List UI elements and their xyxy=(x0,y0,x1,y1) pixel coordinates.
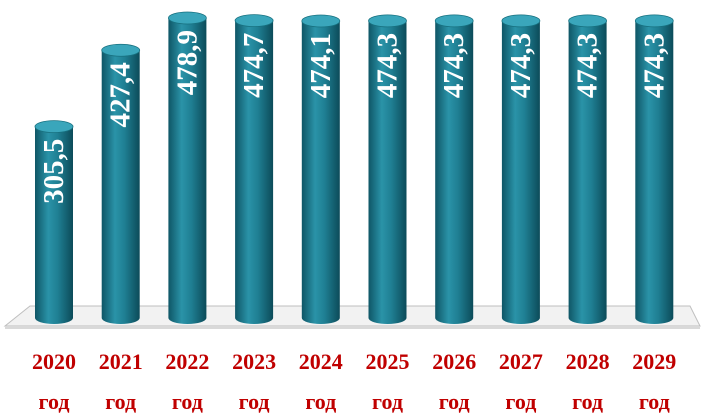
x-tick-label: 2027 год xyxy=(499,349,543,414)
bar xyxy=(434,14,474,325)
bar-body xyxy=(235,20,274,324)
bar xyxy=(301,14,341,324)
value-label: 305,5 xyxy=(38,139,70,204)
x-tick-label: 2024 год xyxy=(299,349,343,414)
x-tick-label: 2020 год xyxy=(32,349,76,414)
bar xyxy=(34,120,74,324)
bar-top xyxy=(234,14,274,28)
bar-top xyxy=(301,14,341,28)
value-label: 478,9 xyxy=(171,30,203,95)
value-label: 474,1 xyxy=(305,33,337,98)
bar xyxy=(634,14,674,325)
x-tick-label: 2026 год xyxy=(432,349,476,414)
bar-body xyxy=(101,50,140,324)
x-tick-label: 2029 год xyxy=(632,349,676,414)
bar-body xyxy=(301,21,340,324)
bar-top xyxy=(368,14,407,28)
bar xyxy=(167,11,207,324)
value-label: 427,4 xyxy=(105,62,137,127)
value-label: 474,3 xyxy=(372,33,404,98)
value-label: 474,7 xyxy=(238,33,270,98)
bar-top xyxy=(34,120,74,134)
bar xyxy=(501,14,541,325)
bar-body xyxy=(368,20,407,325)
bar xyxy=(234,14,274,324)
x-tick-label: 2023 год xyxy=(232,349,276,414)
x-tick-label: 2022 год xyxy=(165,349,209,414)
bar-body xyxy=(501,20,540,325)
x-tick-label: 2021 год xyxy=(99,349,143,414)
value-label: 474,3 xyxy=(438,33,470,98)
value-label: 474,3 xyxy=(505,33,537,98)
floor-edge xyxy=(5,326,700,329)
bar xyxy=(568,14,607,325)
x-tick-label: 2025 год xyxy=(366,349,410,414)
bar-top xyxy=(434,14,474,28)
bar xyxy=(368,14,407,325)
value-label: 474,3 xyxy=(572,33,604,98)
bar-body xyxy=(635,20,674,325)
bar-top xyxy=(634,14,674,28)
x-tick-label: 2028 год xyxy=(566,349,610,414)
bar-body xyxy=(35,126,73,324)
bar-top xyxy=(167,11,207,25)
value-label: 474,3 xyxy=(638,33,670,98)
bar-top xyxy=(568,14,607,28)
bar xyxy=(101,43,141,324)
bar-body xyxy=(168,18,207,324)
bar-body xyxy=(435,20,474,325)
bar-body xyxy=(568,20,607,325)
bar-top xyxy=(101,43,141,57)
bar-top xyxy=(501,14,541,28)
